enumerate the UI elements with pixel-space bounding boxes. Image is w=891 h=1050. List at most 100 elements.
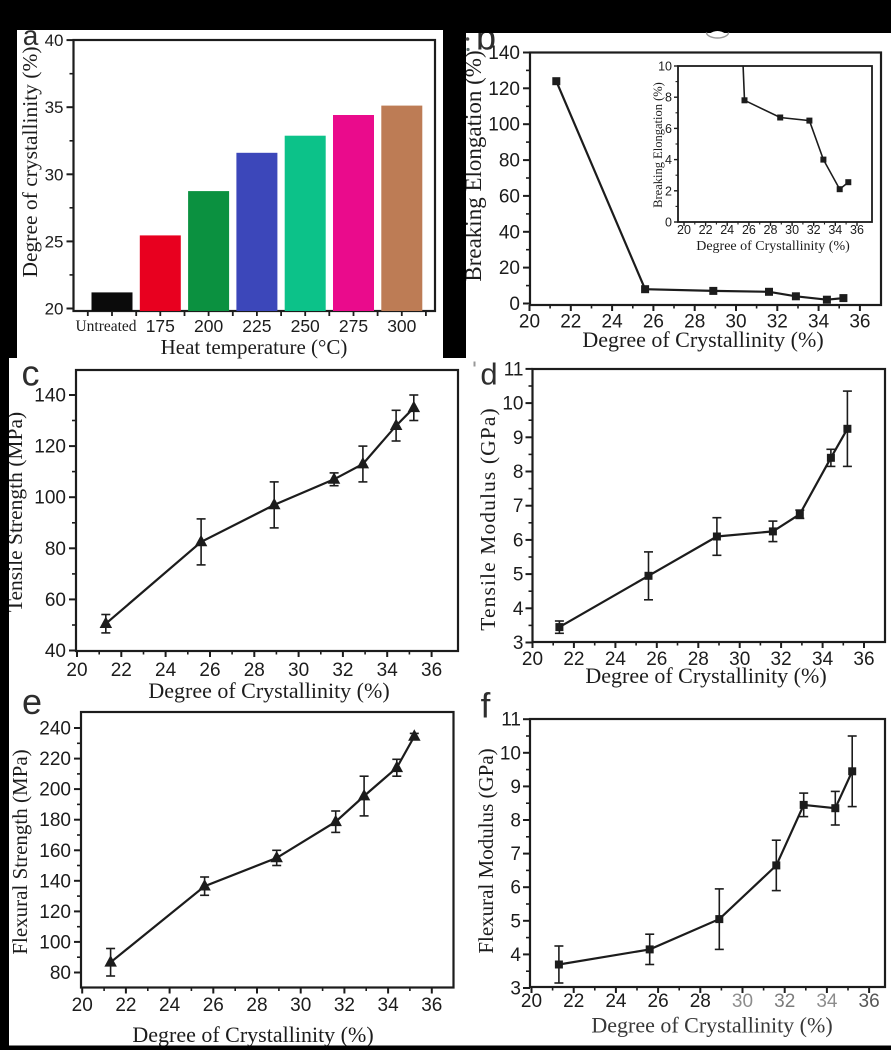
svg-text:5: 5 [513,565,524,586]
svg-text:20: 20 [499,258,520,279]
svg-text:f: f [481,687,491,726]
svg-text:26: 26 [742,223,756,237]
svg-text:22: 22 [111,660,132,681]
svg-text:140: 140 [39,871,71,892]
svg-text:120: 120 [488,79,520,100]
svg-text:28: 28 [688,649,709,670]
svg-text:8: 8 [513,462,524,483]
svg-text:32: 32 [774,991,795,1012]
svg-text:40: 40 [499,222,520,243]
svg-text:8: 8 [510,811,521,832]
svg-text:28: 28 [690,991,711,1012]
svg-text:30: 30 [288,660,309,681]
svg-text:4: 4 [665,153,672,167]
svg-text:200: 200 [39,780,71,801]
svg-text:22: 22 [563,649,584,670]
svg-text:2: 2 [665,184,672,198]
svg-text:40: 40 [45,641,66,662]
svg-text:5: 5 [510,911,521,932]
svg-text:6: 6 [510,878,521,899]
svg-text:24: 24 [605,991,627,1012]
svg-text:22: 22 [563,991,584,1012]
svg-text:Flexural Strength (MPa): Flexural Strength (MPa) [8,749,32,954]
svg-text:7: 7 [513,496,524,517]
svg-text:30: 30 [45,165,64,184]
svg-text:26: 26 [643,312,664,333]
svg-text:34: 34 [377,660,399,681]
svg-text:Tensile Modulus (GPa): Tensile Modulus (GPa) [476,407,500,630]
svg-text:Degree of Crystallinity (%): Degree of Crystallinity (%) [582,327,823,352]
svg-text:28: 28 [244,660,265,681]
svg-text:20: 20 [522,649,543,670]
svg-text:120: 120 [34,437,66,458]
svg-text:Degree of Crystallinity (%): Degree of Crystallinity (%) [132,1022,373,1047]
svg-text:160: 160 [39,841,71,862]
svg-text:7: 7 [510,844,521,865]
svg-text:Degree of Crystallinity (%): Degree of Crystallinity (%) [696,239,850,254]
svg-text:220: 220 [39,749,71,770]
svg-text:35: 35 [45,98,64,117]
svg-text:24: 24 [720,223,734,237]
svg-text:40: 40 [45,31,64,50]
svg-text:36: 36 [859,991,880,1012]
svg-text:120: 120 [39,902,71,923]
svg-text:30: 30 [732,991,753,1012]
svg-text:Degree of crystallinity (%): Degree of crystallinity (%) [18,46,42,277]
svg-text:24: 24 [159,995,181,1016]
svg-text:22: 22 [560,312,581,333]
svg-text:32: 32 [334,995,355,1016]
svg-text:e: e [22,681,42,722]
svg-text:140: 140 [34,386,66,407]
svg-text:22: 22 [699,223,713,237]
svg-text:c: c [22,353,40,394]
svg-text:20: 20 [521,991,542,1012]
svg-text:28: 28 [684,312,705,333]
svg-text:36: 36 [850,223,864,237]
svg-text:4: 4 [510,945,521,966]
svg-text:28: 28 [764,223,778,237]
svg-text:80: 80 [45,539,66,560]
svg-text:175: 175 [146,316,175,336]
svg-text:180: 180 [39,810,71,831]
svg-text:0: 0 [509,294,520,315]
svg-text:36: 36 [421,995,442,1016]
svg-text:26: 26 [648,991,669,1012]
svg-text:275: 275 [339,316,368,336]
svg-text:10: 10 [502,394,523,415]
svg-text:240: 240 [39,719,71,740]
svg-text:32: 32 [807,223,821,237]
svg-text:26: 26 [199,660,220,681]
svg-text:30: 30 [785,223,799,237]
svg-text:34: 34 [812,649,834,670]
svg-text:32: 32 [771,649,792,670]
svg-text:140: 140 [488,43,520,64]
svg-text:80: 80 [50,963,71,984]
svg-text:60: 60 [45,590,66,611]
svg-text:4: 4 [513,599,524,620]
svg-text:24: 24 [605,649,627,670]
svg-text:Breaking Elongation (%): Breaking Elongation (%) [651,82,665,208]
svg-text:34: 34 [816,991,838,1012]
svg-text:32: 32 [332,660,353,681]
svg-text:200: 200 [194,316,223,336]
svg-text:9: 9 [513,428,524,449]
svg-text:30: 30 [729,649,750,670]
svg-text:24: 24 [155,660,177,681]
svg-text:25: 25 [45,232,64,251]
svg-text:10: 10 [500,743,521,764]
svg-text:34: 34 [808,312,830,333]
svg-text:20: 20 [45,300,64,319]
svg-text:30: 30 [725,312,746,333]
svg-text:60: 60 [499,186,520,207]
svg-text:30: 30 [290,995,311,1016]
svg-text:Heat temperature (°C): Heat temperature (°C) [161,335,348,359]
svg-text:34: 34 [378,995,400,1016]
svg-text:Degree of Crystallinity (%): Degree of Crystallinity (%) [591,1013,832,1038]
svg-text:26: 26 [203,995,224,1016]
svg-text:34: 34 [828,223,842,237]
svg-text:11: 11 [501,710,521,731]
svg-text:0: 0 [665,216,672,230]
svg-text:22: 22 [115,995,136,1016]
svg-text:225: 225 [242,316,271,336]
svg-text:20: 20 [519,312,540,333]
